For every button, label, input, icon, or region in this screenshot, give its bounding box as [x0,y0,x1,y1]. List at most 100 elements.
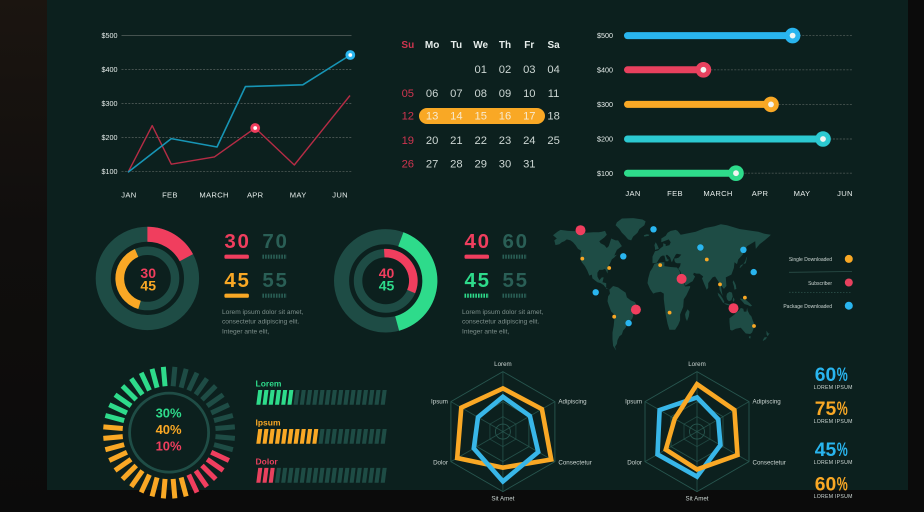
svg-text:10: 10 [523,88,535,100]
svg-text:Single Downloaded: Single Downloaded [789,257,832,263]
svg-text:30: 30 [140,265,156,281]
svg-text:04: 04 [547,64,559,76]
svg-text:11: 11 [548,88,560,100]
svg-text:02: 02 [499,64,511,76]
svg-text:FEB: FEB [162,191,178,200]
svg-text:Lorem: Lorem [256,379,282,389]
svg-text:$500: $500 [597,31,613,40]
svg-text:%: % [837,399,848,420]
svg-text:55: 55 [262,269,287,292]
svg-text:LOREM IPSUM: LOREM IPSUM [814,385,853,391]
svg-text:$500: $500 [102,31,118,40]
svg-text:Su: Su [401,40,414,51]
svg-text:We: We [473,40,488,51]
svg-text:$300: $300 [102,99,118,108]
svg-text:$400: $400 [102,65,118,74]
svg-text:60: 60 [503,230,528,253]
svg-text:Adipiscing: Adipiscing [558,398,587,405]
svg-text:20: 20 [426,135,438,147]
svg-text:$200: $200 [102,133,118,142]
svg-text:08: 08 [474,88,486,100]
svg-text:21: 21 [450,135,462,147]
svg-text:25: 25 [547,135,559,147]
svg-text:Dolor: Dolor [433,459,448,466]
svg-text:09: 09 [499,88,511,100]
svg-text:Fr: Fr [524,40,534,51]
svg-text:19: 19 [402,135,414,147]
svg-text:10%: 10% [156,439,182,454]
svg-text:45: 45 [140,278,156,294]
svg-text:consectetur adipiscing elit.: consectetur adipiscing elit. [462,319,540,326]
svg-text:Subscriber: Subscriber [808,281,832,287]
svg-text:Integer ante elit,: Integer ante elit, [462,328,509,335]
svg-text:28: 28 [450,159,462,171]
svg-text:$100: $100 [597,169,613,178]
svg-text:17: 17 [523,111,535,123]
svg-text:60: 60 [815,475,836,496]
svg-text:Integer ante elit,: Integer ante elit, [222,328,269,335]
svg-text:30: 30 [499,159,511,171]
svg-text:APR: APR [752,189,769,198]
svg-text:60: 60 [815,365,836,386]
svg-text:Sit Amet: Sit Amet [491,495,514,502]
svg-text:MAY: MAY [290,191,307,200]
svg-text:27: 27 [426,159,438,171]
svg-text:LOREM IPSUM: LOREM IPSUM [814,494,853,500]
svg-text:MAY: MAY [794,189,811,198]
svg-text:12: 12 [402,111,414,123]
svg-text:24: 24 [523,135,535,147]
svg-text:Lorem ipsum dolor sit amet,: Lorem ipsum dolor sit amet, [222,309,304,316]
svg-text:Tu: Tu [451,40,462,51]
svg-text:22: 22 [474,135,486,147]
svg-text:$300: $300 [597,100,613,109]
svg-text:Mo: Mo [425,40,439,51]
svg-text:45: 45 [465,269,490,292]
svg-text:%: % [837,365,848,386]
svg-text:30: 30 [224,230,249,253]
svg-text:Adipiscing: Adipiscing [753,398,782,405]
svg-text:LOREM IPSUM: LOREM IPSUM [814,460,853,466]
svg-text:JAN: JAN [625,189,640,198]
svg-text:40: 40 [465,230,490,253]
svg-text:45: 45 [815,440,837,461]
svg-text:75: 75 [815,399,837,420]
svg-text:Lorem ipsum dolor sit amet,: Lorem ipsum dolor sit amet, [462,309,544,316]
svg-text:Lorem: Lorem [494,361,512,368]
svg-text:05: 05 [402,88,414,100]
svg-text:MARCH: MARCH [703,189,732,198]
svg-text:45: 45 [379,278,395,294]
svg-text:JUN: JUN [837,189,853,198]
svg-text:18: 18 [547,111,559,123]
svg-text:MARCH: MARCH [199,191,228,200]
svg-text:Sit Amet: Sit Amet [685,495,708,502]
svg-text:Th: Th [499,40,511,51]
svg-text:%: % [837,440,848,461]
svg-text:29: 29 [474,159,486,171]
svg-text:07: 07 [450,88,462,100]
svg-text:Ipsum: Ipsum [625,398,642,405]
svg-text:23: 23 [499,135,511,147]
svg-text:03: 03 [523,64,535,76]
svg-text:Dolor: Dolor [256,457,279,467]
svg-text:45: 45 [224,269,249,292]
svg-text:JUN: JUN [332,191,348,200]
svg-text:Lorem: Lorem [688,361,706,368]
svg-text:40: 40 [379,265,395,281]
svg-text:55: 55 [503,269,528,292]
svg-text:JAN: JAN [121,191,136,200]
svg-text:16: 16 [499,111,511,123]
svg-text:LOREM IPSUM: LOREM IPSUM [814,419,853,425]
svg-text:Sa: Sa [547,40,560,51]
svg-text:%: % [837,475,848,496]
svg-text:Consectetur: Consectetur [753,459,786,466]
svg-text:FEB: FEB [667,189,683,198]
svg-text:$200: $200 [597,135,613,144]
svg-text:26: 26 [402,159,414,171]
svg-text:$400: $400 [597,65,613,74]
svg-text:consectetur adipiscing elit.: consectetur adipiscing elit. [222,319,300,326]
svg-text:40%: 40% [156,422,182,437]
svg-text:13: 13 [426,111,438,123]
svg-text:$100: $100 [102,167,118,176]
svg-text:01: 01 [474,64,486,76]
svg-text:Ipsum: Ipsum [431,398,448,405]
